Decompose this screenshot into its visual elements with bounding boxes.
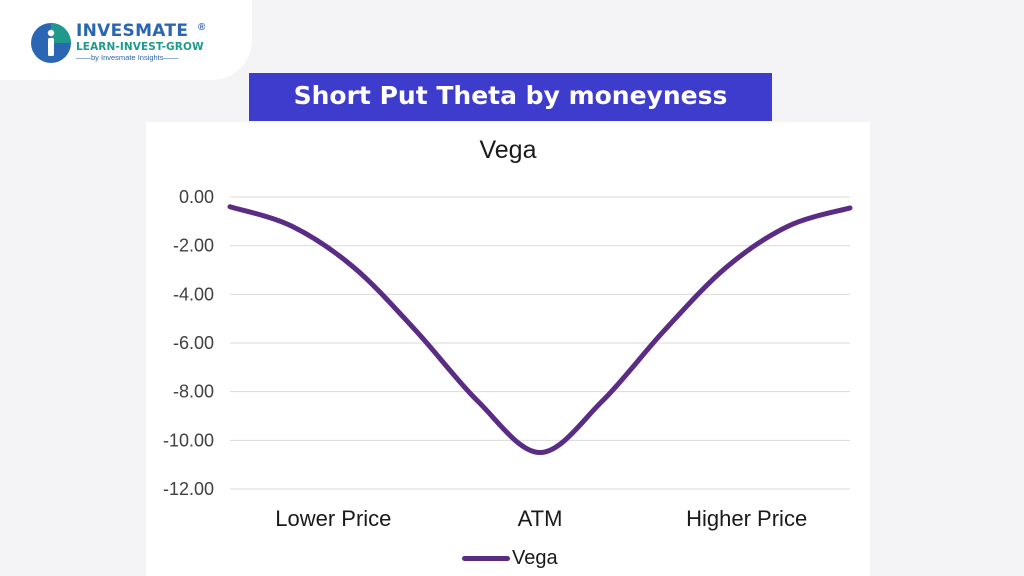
y-tick-label: -4.00: [173, 284, 214, 304]
x-tick-label: Lower Price: [275, 506, 391, 531]
y-tick-label: -2.00: [173, 236, 214, 256]
page-title-banner: Short Put Theta by moneyness: [249, 73, 772, 121]
chart-title: Vega: [479, 136, 537, 164]
chart-legend: Vega: [462, 547, 558, 570]
brand-subline: ——by Invesmate Insights——: [76, 53, 179, 62]
y-tick-label: -10.00: [163, 430, 214, 450]
brand-logo-card: INVESMATE ® LEARN-INVEST-GROW ——by Inves…: [0, 0, 252, 80]
x-tick-label: ATM: [518, 506, 563, 531]
brand-logo-icon: [31, 23, 71, 63]
y-tick-label: -6.00: [173, 333, 214, 353]
legend-label-vega: Vega: [512, 547, 558, 569]
series-line-vega: [227, 204, 853, 455]
x-tick-label: Higher Price: [686, 506, 807, 531]
brand-tagline: LEARN-INVEST-GROW: [76, 41, 204, 53]
y-tick-label: -12.00: [163, 479, 214, 499]
chart-plot: 0.00 -2.00 -4.00 -6.00 -8.00 -10.00 -12.00 Low…: [163, 187, 853, 531]
brand-registered-mark: ®: [198, 22, 206, 33]
chart-card: Vega 0.00 -2.00 -4.00 -6.00 -8.00 -10.00 -12.0…: [146, 122, 870, 576]
y-tick-label: 0.00: [179, 187, 214, 207]
brand-subline-text: by Invesmate Insights: [91, 53, 164, 62]
y-tick-label: -8.00: [173, 382, 214, 402]
legend-swatch-vega: [462, 556, 510, 561]
brand-name: INVESMATE: [76, 21, 189, 41]
